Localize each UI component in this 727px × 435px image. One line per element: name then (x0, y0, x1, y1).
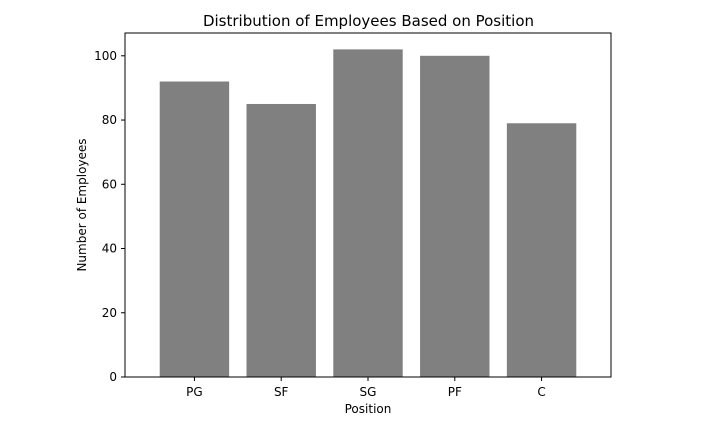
y-axis-ticks: 0 20 40 60 80 100 (94, 49, 125, 384)
x-tick-label: PG (186, 385, 203, 399)
y-tick-label: 20 (102, 306, 117, 320)
bar-pg (159, 81, 230, 377)
bar-sg (333, 49, 403, 377)
y-axis-label: Number of Employees (75, 138, 89, 271)
bar-c (506, 123, 577, 377)
bar-sf (246, 103, 316, 377)
y-tick-label: 0 (109, 370, 117, 384)
chart-title: Distribution of Employees Based on Posit… (203, 12, 534, 30)
x-tick-label: SG (360, 385, 377, 399)
x-tick-label: PF (448, 385, 462, 399)
x-axis-ticks: PG SF SG PF C (186, 377, 546, 399)
y-tick-label: 40 (102, 242, 117, 256)
y-tick-label: 60 (102, 177, 117, 191)
y-tick-label: 80 (102, 113, 117, 127)
x-tick-label: SF (274, 385, 289, 399)
bar-pf (420, 55, 490, 378)
plot-frame (124, 32, 612, 378)
y-tick-label: 100 (94, 49, 117, 63)
bars-group (159, 49, 577, 378)
x-tick-label: C (537, 385, 545, 399)
x-axis-label: Position (345, 402, 392, 416)
